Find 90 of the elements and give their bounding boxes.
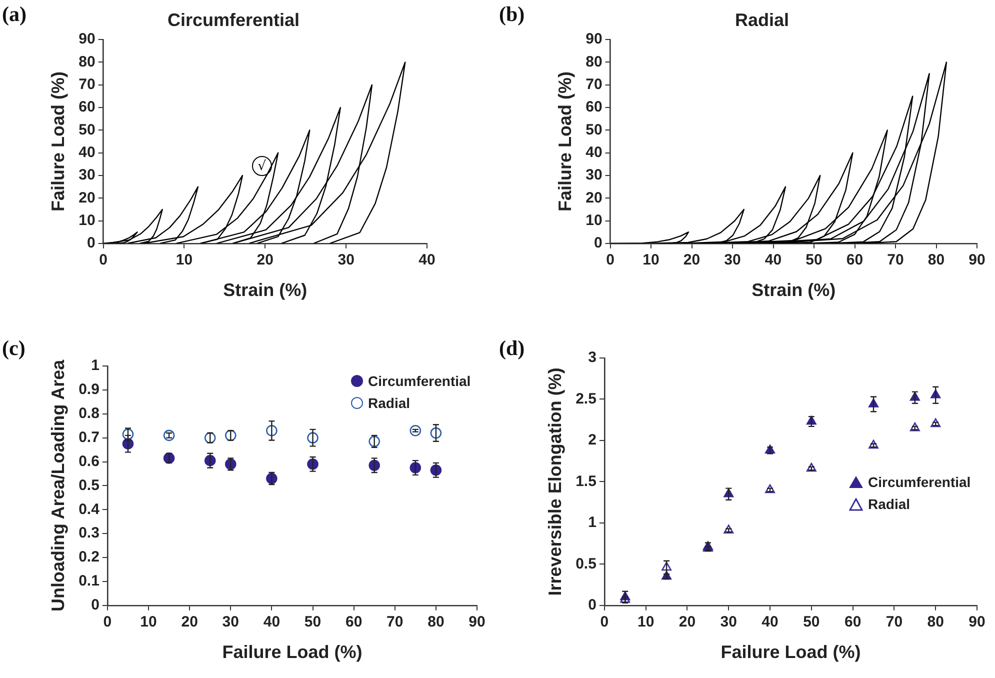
x-tick-label: 30 — [338, 252, 354, 269]
y-tick-label: 0.2 — [78, 548, 100, 566]
text: (b) — [499, 2, 525, 27]
y-tick-label: 0.1 — [78, 572, 100, 590]
y-tick-label: 40 — [586, 144, 602, 161]
x-axis-title: Failure Load (%) — [720, 642, 861, 662]
y-tick-label: 3 — [588, 349, 596, 366]
x-tick-label: 10 — [638, 614, 654, 631]
y-tick-label: 10 — [586, 212, 602, 229]
y-axis-title: Failure Load (%) — [48, 71, 68, 212]
x-tick-label: 50 — [304, 614, 322, 631]
y-tick-label: 0 — [594, 234, 602, 252]
x-tick-label: 60 — [846, 252, 864, 269]
x-tick-label: 30 — [720, 614, 737, 631]
x-axis-title: Strain (%) — [752, 280, 836, 300]
x-tick-label: 60 — [345, 614, 362, 631]
y-tick-label: 0.5 — [576, 555, 596, 572]
y-tick-label: 30 — [586, 166, 602, 184]
y-tick-label: 0 — [86, 234, 96, 252]
legend-label: Circumferential — [868, 474, 971, 490]
legend-label: Radial — [368, 395, 410, 411]
y-tick-label: 1 — [91, 357, 100, 374]
y-tick-label: 0 — [91, 596, 100, 614]
x-axis-title: Strain (%) — [223, 280, 308, 300]
y-axis-title: Unloading Area/Loading Area — [48, 358, 68, 612]
y-tick-label: 10 — [78, 212, 96, 229]
y-tick-label: 0.8 — [78, 405, 100, 422]
x-tick-label: 10 — [176, 252, 193, 269]
y-tick-label: 70 — [78, 76, 96, 94]
y-tick-label: 50 — [78, 121, 96, 138]
legend-label: Circumferential — [368, 373, 471, 389]
x-tick-label: 20 — [678, 614, 696, 631]
chart-title: Radial — [734, 10, 790, 30]
text: (d) — [499, 336, 525, 361]
x-tick-label: 60 — [844, 614, 862, 631]
y-tick-label: 0.5 — [78, 476, 100, 494]
y-tick-label: 50 — [586, 121, 602, 138]
y-tick-label: 0.7 — [78, 428, 100, 446]
y-tick-label: 80 — [78, 53, 96, 70]
y-tick-label: 0.4 — [78, 500, 100, 518]
x-tick-label: 10 — [140, 614, 157, 631]
x-tick-label: 20 — [181, 614, 198, 631]
x-tick-label: 40 — [263, 614, 280, 631]
y-tick-label: 0 — [588, 596, 596, 614]
y-tick-label: 60 — [78, 98, 96, 116]
y-tick-label: 0.6 — [78, 452, 100, 470]
y-tick-label: 20 — [78, 189, 96, 206]
x-tick-label: 10 — [642, 252, 660, 269]
x-tick-label: 80 — [928, 252, 945, 269]
annotation: √ — [258, 158, 267, 174]
y-tick-label: 80 — [586, 53, 602, 70]
y-tick-label: 70 — [586, 76, 602, 94]
y-tick-label: 90 — [586, 30, 602, 48]
x-tick-label: 30 — [724, 252, 741, 269]
y-axis-title: Failure Load (%) — [554, 71, 575, 212]
y-tick-label: 90 — [78, 30, 96, 48]
x-tick-label: 80 — [428, 614, 444, 631]
x-tick-label: 70 — [886, 614, 903, 631]
y-tick-label: 1 — [588, 514, 596, 532]
y-tick-label: 0.9 — [78, 381, 100, 398]
y-tick-label: 2 — [588, 432, 596, 449]
y-tick-label: 1.5 — [576, 472, 596, 490]
x-tick-label: 40 — [762, 614, 778, 631]
y-tick-label: 20 — [586, 189, 602, 206]
x-tick-label: 90 — [968, 252, 986, 269]
text: (c) — [2, 336, 26, 361]
x-tick-label: 50 — [803, 614, 820, 631]
x-tick-label: 70 — [386, 614, 404, 631]
y-tick-label: 40 — [78, 144, 96, 161]
x-tick-label: 40 — [418, 252, 436, 269]
x-tick-label: 30 — [222, 614, 239, 631]
x-tick-label: 0 — [103, 614, 112, 631]
legend-label: Radial — [868, 496, 910, 512]
y-tick-label: 0.3 — [78, 524, 100, 542]
x-tick-label: 20 — [683, 252, 700, 269]
text: (a) — [2, 2, 26, 27]
x-tick-label: 90 — [968, 614, 986, 631]
x-tick-label: 90 — [468, 614, 486, 631]
x-tick-label: 70 — [887, 252, 904, 269]
x-tick-label: 20 — [256, 252, 274, 269]
chart-title: Circumferential — [167, 10, 300, 30]
y-axis-title: Irreversible Elongation (%) — [544, 368, 565, 596]
x-tick-label: 40 — [764, 252, 782, 269]
x-tick-label: 80 — [927, 614, 944, 631]
y-tick-label: 2.5 — [576, 390, 596, 408]
x-tick-label: 50 — [806, 252, 822, 269]
x-tick-label: 0 — [606, 252, 614, 269]
x-axis-title: Failure Load (%) — [222, 642, 362, 662]
y-tick-label: 30 — [78, 166, 96, 184]
y-tick-label: 60 — [586, 98, 602, 116]
